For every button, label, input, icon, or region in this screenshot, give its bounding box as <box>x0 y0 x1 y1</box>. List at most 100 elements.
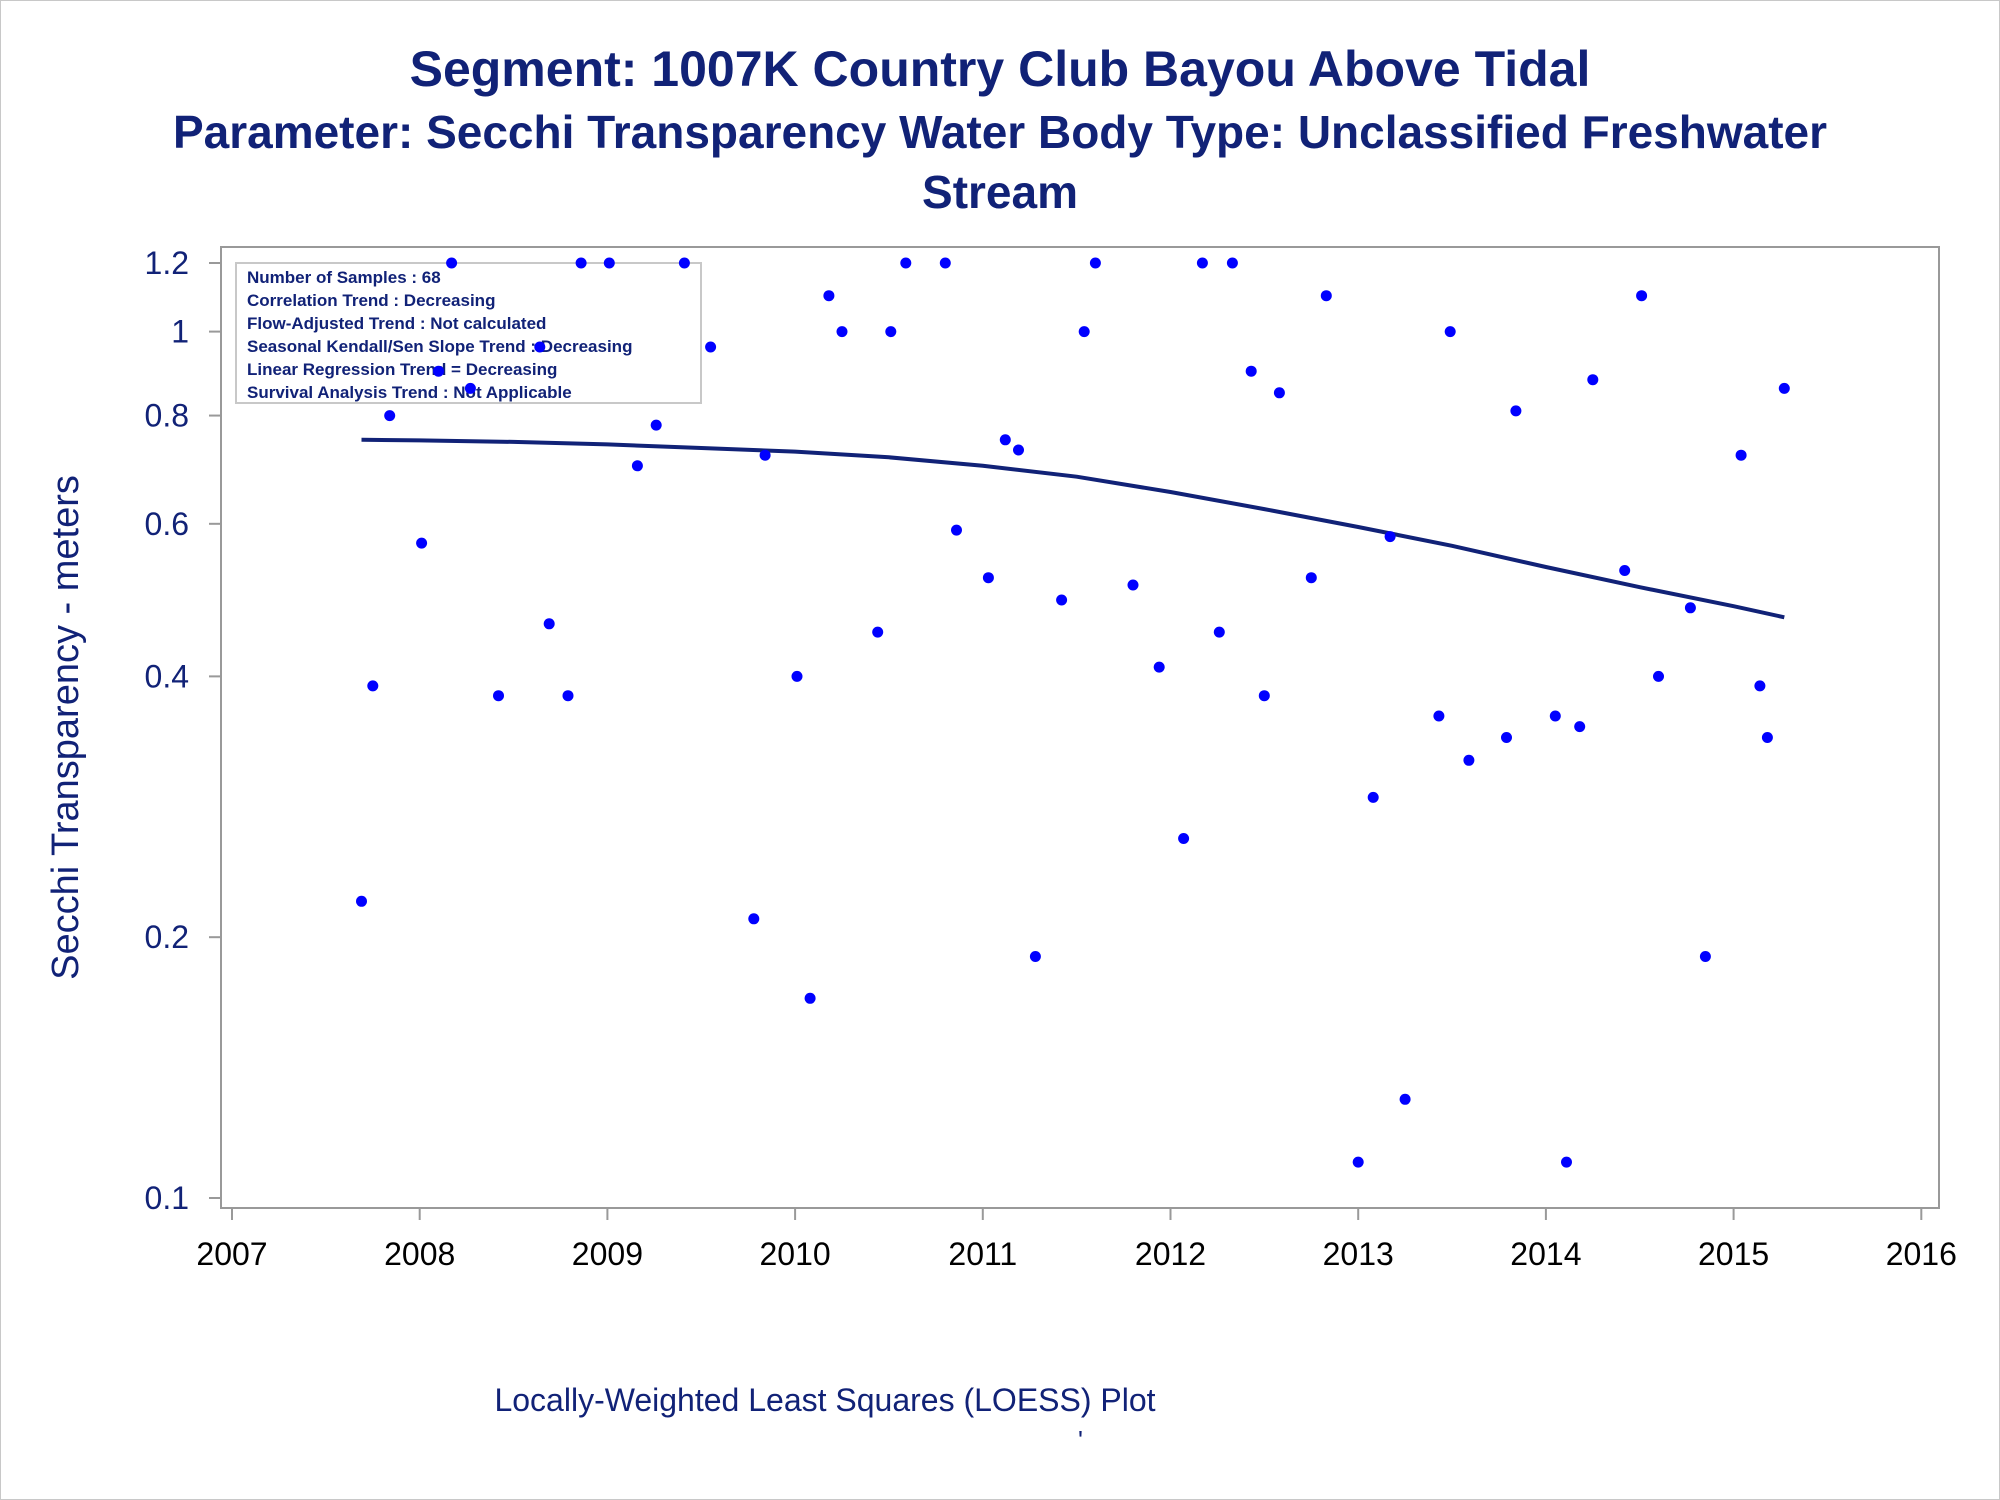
data-point <box>1226 257 1238 269</box>
data-point <box>1078 326 1090 338</box>
data-point <box>575 257 587 269</box>
y-tick-label: 1.2 <box>145 245 189 281</box>
data-point <box>1761 732 1773 743</box>
data-point <box>543 618 555 630</box>
stats-line: Linear Regression Trend = Decreasing <box>247 360 557 379</box>
x-tick-label: 2014 <box>1510 1236 1581 1272</box>
data-point <box>1153 661 1165 673</box>
footnote-mark: ' <box>1078 1425 1083 1455</box>
data-point <box>1258 690 1270 702</box>
data-point <box>1501 732 1512 743</box>
data-point <box>603 257 615 269</box>
chart-subtitle: Parameter: Secchi Transparency Water Bod… <box>172 106 1828 158</box>
data-point <box>1352 1156 1364 1168</box>
x-tick-label: 2016 <box>1886 1236 1957 1272</box>
x-tick-label: 2007 <box>196 1236 267 1272</box>
data-point <box>1754 680 1766 692</box>
data-point <box>1305 572 1317 584</box>
data-point <box>1433 710 1445 722</box>
x-tick-label: 2015 <box>1698 1236 1769 1272</box>
data-point <box>1684 602 1696 614</box>
data-point <box>534 341 546 353</box>
data-point <box>493 690 504 702</box>
data-point <box>384 410 396 422</box>
data-point <box>885 326 897 338</box>
data-point <box>1399 1093 1411 1105</box>
x-tick-label: 2008 <box>384 1236 455 1272</box>
x-tick-label: 2011 <box>948 1236 1017 1272</box>
data-point <box>1384 531 1396 543</box>
stats-line: Seasonal Kendall/Sen Slope Trend : Decre… <box>247 337 632 356</box>
data-point <box>1549 710 1561 722</box>
data-point <box>951 524 962 536</box>
data-point <box>999 434 1011 446</box>
data-point <box>1367 791 1379 803</box>
x-tick-label: 2010 <box>760 1236 831 1272</box>
footnote: Locally-Weighted Least Squares (LOESS) P… <box>494 1382 1156 1418</box>
x-tick-label: 2009 <box>572 1236 643 1272</box>
y-tick-label: 1 <box>171 314 189 350</box>
stats-line: Survival Analysis Trend : Not Applicable <box>247 383 572 402</box>
data-point <box>1013 444 1024 456</box>
data-point <box>562 690 574 702</box>
data-point <box>1089 257 1101 269</box>
data-point <box>1213 626 1225 638</box>
x-tick-label: 2013 <box>1323 1236 1394 1272</box>
data-point <box>416 537 428 549</box>
chart-subtitle-continued: Stream <box>922 166 1078 218</box>
y-tick-label: 0.6 <box>145 506 189 542</box>
data-point <box>1320 290 1332 302</box>
stats-box <box>235 262 702 404</box>
data-point <box>1735 449 1747 461</box>
plot-area <box>220 246 1940 1209</box>
data-point <box>836 326 848 338</box>
data-point <box>650 419 662 431</box>
data-point <box>1178 833 1190 844</box>
data-point <box>748 913 760 925</box>
data-point <box>1273 387 1285 399</box>
data-point <box>705 341 717 353</box>
data-point <box>823 290 835 302</box>
data-point <box>791 670 803 682</box>
data-point <box>1636 290 1648 302</box>
data-point <box>433 365 444 377</box>
stats-line: Number of Samples : 68 <box>247 268 441 287</box>
data-point <box>367 680 379 692</box>
chart-title: Segment: 1007K Country Club Bayou Above … <box>409 41 1591 97</box>
data-point <box>1127 579 1139 591</box>
data-point <box>1463 754 1475 766</box>
loess-curve <box>361 437 1785 620</box>
data-point <box>1561 1156 1572 1168</box>
data-point <box>1510 405 1522 417</box>
y-tick-label: 0.2 <box>145 919 189 955</box>
data-point <box>678 257 690 269</box>
stats-line: Correlation Trend : Decreasing <box>247 291 495 310</box>
data-point <box>1196 257 1208 269</box>
data-point <box>1029 951 1041 962</box>
x-tick-label: 2012 <box>1135 1236 1206 1272</box>
data-point <box>1778 382 1790 394</box>
data-point <box>982 572 994 584</box>
data-point <box>631 460 643 472</box>
data-point <box>1619 565 1631 576</box>
y-tick-label: 0.1 <box>145 1180 189 1216</box>
data-point <box>939 257 951 269</box>
y-tick-label: 0.8 <box>145 398 189 434</box>
data-point <box>759 449 771 461</box>
data-point <box>1056 594 1068 606</box>
data-point <box>1653 670 1664 682</box>
data-point <box>1444 326 1456 338</box>
data-point <box>464 382 476 394</box>
data-point <box>900 257 912 269</box>
data-point <box>356 895 367 907</box>
data-point <box>804 992 816 1004</box>
y-tick-label: 0.4 <box>145 658 189 694</box>
data-point <box>1245 365 1257 377</box>
data-point <box>1699 951 1711 962</box>
data-point <box>446 257 458 269</box>
stats-line: Flow-Adjusted Trend : Not calculated <box>247 314 546 333</box>
data-point <box>1574 721 1586 733</box>
y-axis-label: Secchi Transparency - meters <box>45 475 87 980</box>
data-point <box>872 626 884 638</box>
